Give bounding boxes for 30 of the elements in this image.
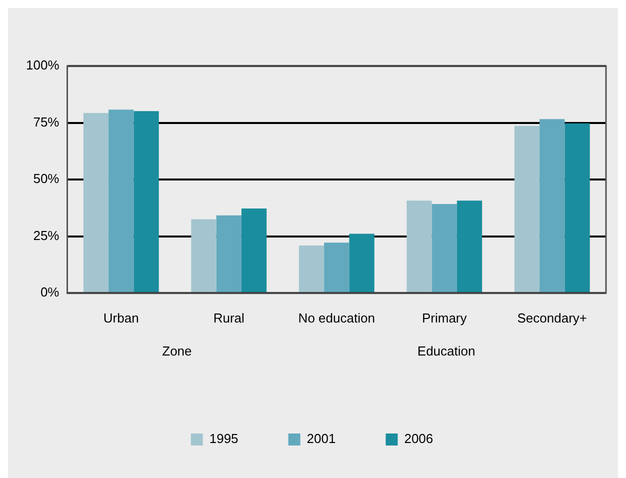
- bar: [564, 123, 590, 292]
- y-tick-label: 100%: [26, 58, 60, 73]
- x-tick-label: No education: [298, 310, 375, 326]
- legend-label: 1995: [209, 431, 238, 446]
- bar: [134, 111, 159, 292]
- bar: [432, 204, 457, 292]
- bar: [216, 215, 242, 292]
- y-tick-label: 75%: [33, 114, 60, 130]
- y-tick-label: 50%: [33, 171, 60, 186]
- legend-label: 2001: [306, 431, 336, 446]
- bar: [191, 219, 216, 292]
- bar: [324, 242, 350, 292]
- bar: [349, 234, 374, 292]
- x-tick-label: Urban: [103, 310, 139, 326]
- bar: [406, 200, 432, 292]
- y-tick-label: 25%: [33, 228, 60, 243]
- bar: [108, 110, 134, 292]
- bar: [83, 112, 109, 292]
- text: Education: [417, 344, 476, 359]
- x-tick-label: Primary: [422, 310, 468, 326]
- bar: [540, 119, 565, 292]
- bar: [241, 208, 267, 292]
- legend-label: 2006: [404, 431, 434, 446]
- y-tick-label: 0%: [40, 284, 60, 300]
- bar: [298, 246, 324, 292]
- bar: [514, 126, 540, 292]
- x-tick-label: Rural: [213, 310, 245, 326]
- bar: [456, 200, 482, 292]
- text: Zone: [162, 344, 192, 359]
- x-tick-label: Secondary+: [517, 310, 587, 326]
